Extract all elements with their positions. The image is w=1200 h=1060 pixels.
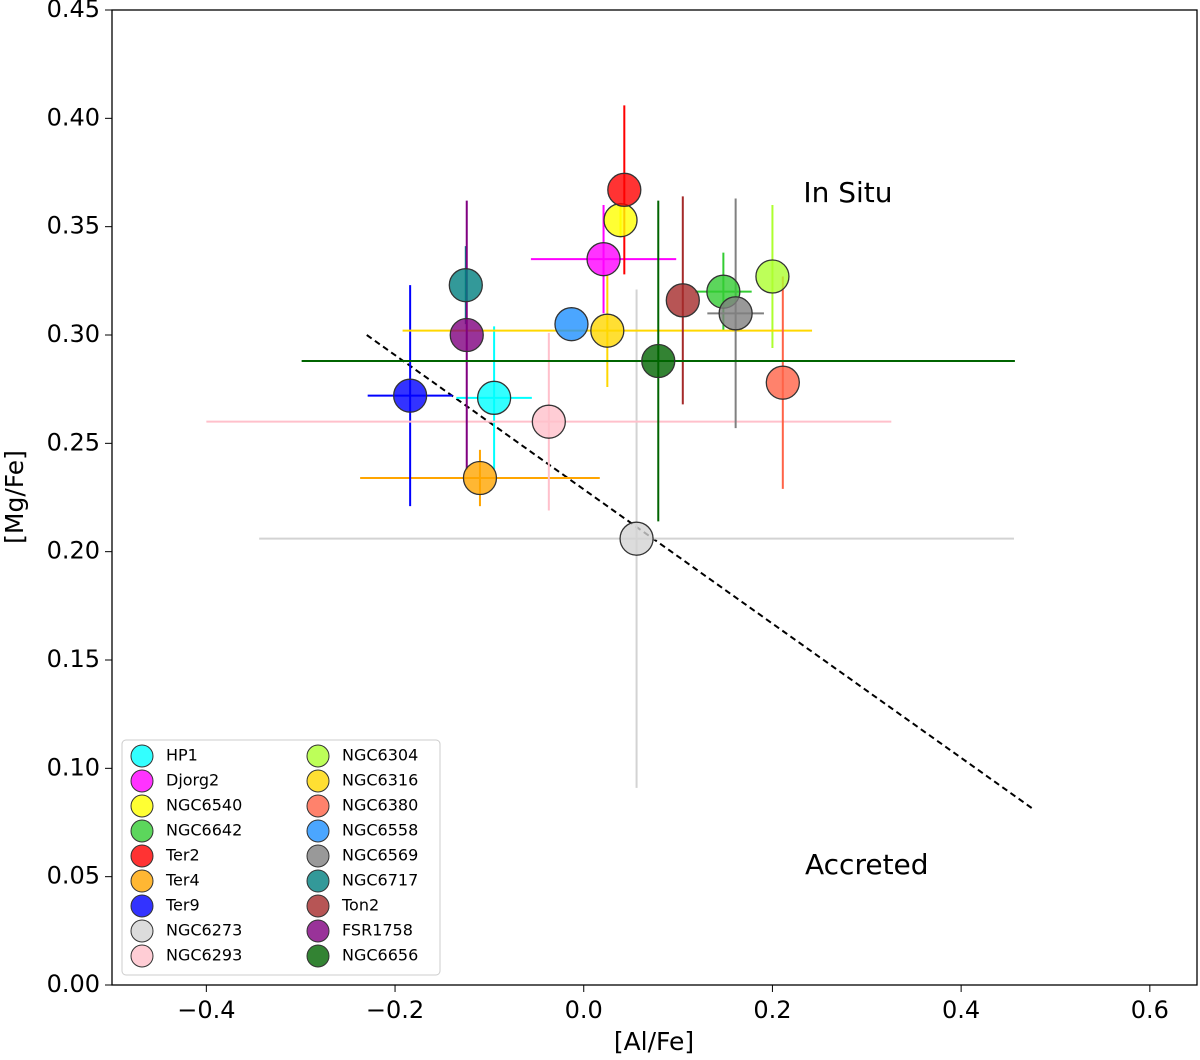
y-tick-label: 0.25 (47, 428, 100, 456)
legend-marker (306, 894, 330, 918)
legend-label: NGC6293 (166, 946, 242, 965)
legend-marker (130, 844, 154, 868)
y-axis-label: [Mg/Fe] (0, 450, 29, 544)
legend-label: Ter9 (165, 896, 200, 915)
y-tick-label: 0.45 (47, 0, 100, 23)
y-tick-label: 0.30 (47, 320, 100, 348)
point (449, 317, 484, 353)
legend-label: HP1 (166, 746, 198, 765)
legend-marker (306, 744, 330, 768)
legend-box (121, 739, 441, 976)
legend-label: NGC6316 (342, 771, 418, 790)
legend-marker (306, 769, 330, 793)
x-tick-label: 0.4 (942, 996, 980, 1024)
x-tick-label: −0.2 (366, 996, 424, 1024)
legend-label: NGC6273 (166, 921, 242, 940)
point (603, 203, 638, 238)
y-tick-label: 0.10 (47, 753, 100, 781)
legend-label: NGC6558 (342, 821, 418, 840)
point (554, 307, 589, 342)
point (531, 404, 566, 439)
legend-label: NGC6380 (342, 796, 418, 815)
x-tick-label: 0.0 (565, 996, 603, 1024)
x-tick-label: 0.6 (1131, 996, 1169, 1024)
legend-marker (306, 844, 330, 868)
legend-label: NGC6656 (342, 946, 418, 965)
y-tick-label: 0.05 (47, 862, 100, 890)
legend-label: Ter2 (165, 846, 200, 865)
y-tick-label: 0.20 (47, 537, 100, 565)
legend-label: Djorg2 (166, 771, 219, 790)
point (755, 259, 790, 294)
plot-frame (111, 9, 1198, 986)
legend-marker (306, 794, 330, 818)
legend-label: NGC6540 (166, 796, 242, 815)
x-tick-label: 0.2 (753, 996, 791, 1024)
point (462, 460, 498, 496)
point (665, 283, 700, 318)
legend-marker (130, 794, 154, 818)
y-tick-label: 0.40 (47, 103, 100, 131)
legend-marker (130, 769, 154, 793)
legend-marker (130, 944, 154, 968)
x-tick-label: −0.4 (177, 996, 235, 1024)
point (641, 343, 676, 379)
legend-label: FSR1758 (342, 921, 413, 940)
legend-label: NGC6642 (166, 821, 242, 840)
point (590, 313, 625, 348)
annotation: In Situ (803, 176, 892, 209)
annotation: Accreted (805, 848, 929, 881)
x-axis-label: [Al/Fe] (614, 1027, 694, 1056)
legend-marker (306, 869, 330, 893)
divider-line (366, 334, 1035, 811)
legend-marker (130, 869, 154, 893)
point (586, 242, 621, 277)
legend-marker (130, 744, 154, 768)
point (476, 380, 512, 415)
y-tick-label: 0.15 (47, 645, 100, 673)
legend-marker (130, 919, 154, 943)
legend-label: NGC6569 (342, 846, 418, 865)
point (718, 296, 753, 331)
point (765, 365, 800, 400)
point (607, 172, 642, 207)
legend-marker (130, 894, 154, 918)
y-tick-label: 0.35 (47, 212, 100, 240)
y-tick-label: 0.00 (47, 970, 100, 998)
legend-marker (306, 819, 330, 843)
legend-marker (130, 819, 154, 843)
legend-marker (306, 919, 330, 943)
legend-marker (306, 944, 330, 968)
legend-label: Ter4 (165, 871, 200, 890)
legend-label: Ton2 (341, 896, 379, 915)
legend-label: NGC6717 (342, 871, 418, 890)
point (448, 268, 483, 303)
point (619, 521, 654, 556)
legend-label: NGC6304 (342, 746, 418, 765)
point (392, 378, 428, 413)
